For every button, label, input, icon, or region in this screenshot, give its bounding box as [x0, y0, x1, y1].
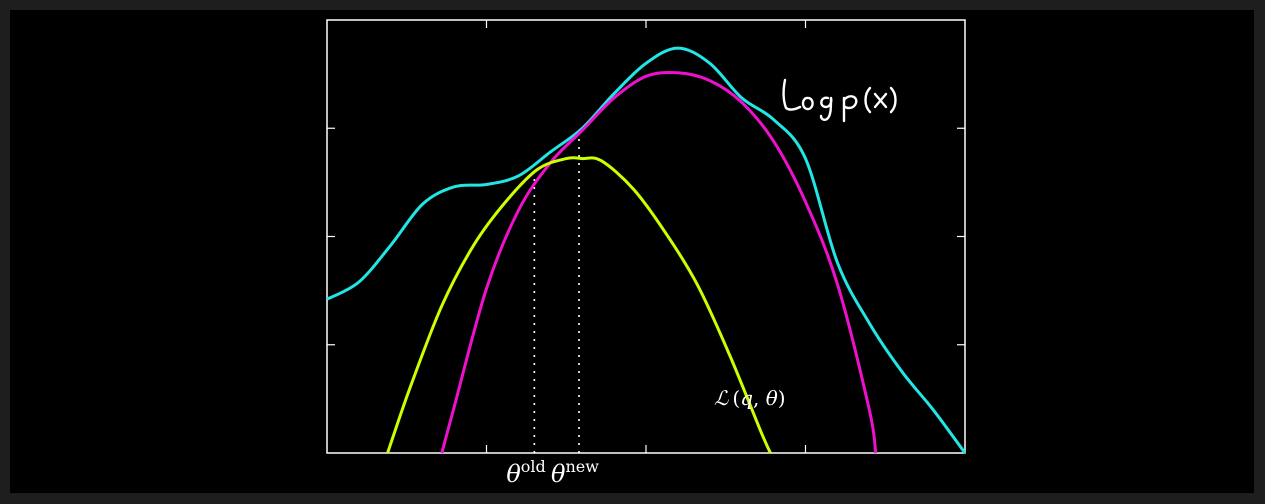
curves: [326, 46, 967, 454]
em-chart: θold θnew ℒ (q, θ): [326, 19, 967, 488]
x-tick-label-theta-old: θold: [506, 457, 545, 488]
log-px-handwritten-label: [782, 78, 897, 123]
log-likelihood-curve: [326, 46, 967, 454]
x-tick-labels: θold θnew: [506, 457, 599, 488]
dotted-guide-lines: [533, 133, 580, 453]
lower-bound-label: ℒ (q, θ): [714, 386, 786, 410]
x-tick-label-theta-new: θnew: [551, 457, 599, 488]
figure-frame: θold θnew ℒ (q, θ): [10, 10, 1254, 493]
plot-area: [326, 19, 966, 454]
new-lower-bound-curve: [440, 70, 878, 454]
lower-bound-curve: [386, 156, 772, 454]
axis-ticks: [327, 20, 965, 453]
